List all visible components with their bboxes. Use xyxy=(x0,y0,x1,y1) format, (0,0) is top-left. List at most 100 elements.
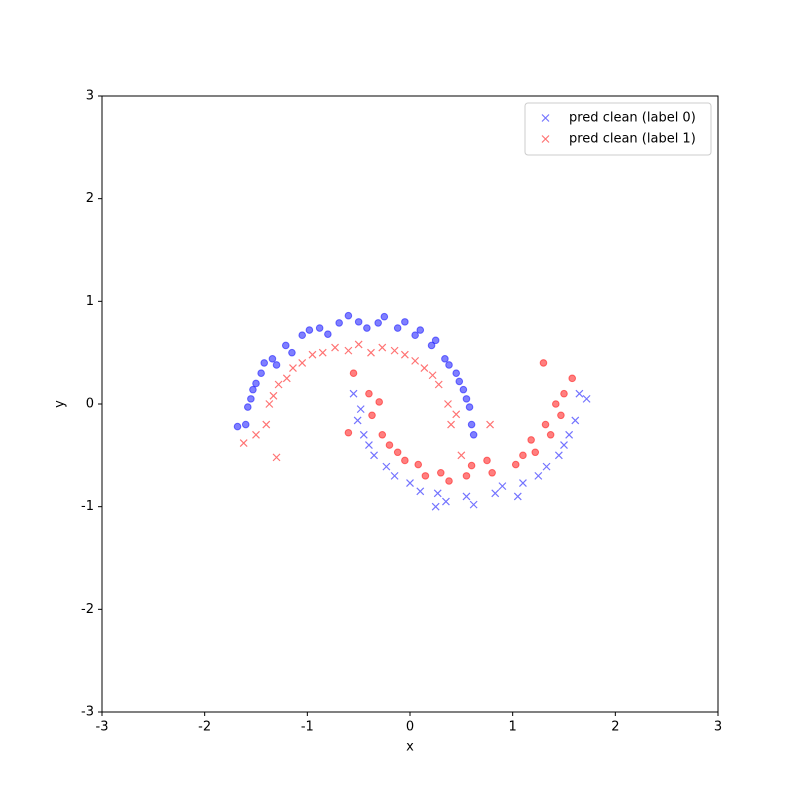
point xyxy=(305,326,314,334)
point xyxy=(427,341,436,350)
point xyxy=(433,489,442,498)
point xyxy=(298,331,307,340)
y-axis-label: y xyxy=(53,400,68,408)
point xyxy=(382,462,391,471)
point xyxy=(344,428,353,437)
point xyxy=(274,380,283,389)
point xyxy=(243,403,252,411)
point xyxy=(527,436,535,444)
point xyxy=(289,364,297,372)
x-tick-label: 3 xyxy=(714,720,722,735)
point xyxy=(416,326,425,334)
point xyxy=(467,420,476,429)
point xyxy=(452,369,461,378)
point xyxy=(239,439,248,447)
point xyxy=(390,471,399,480)
point xyxy=(368,411,376,420)
point xyxy=(445,361,453,369)
point xyxy=(282,374,291,383)
y-tick-label: -2 xyxy=(81,602,94,617)
point xyxy=(469,500,478,509)
point xyxy=(420,364,429,372)
point xyxy=(465,403,474,411)
point xyxy=(288,348,296,357)
point xyxy=(252,430,260,439)
point xyxy=(428,371,437,380)
point xyxy=(378,343,387,352)
point xyxy=(441,355,449,363)
point xyxy=(462,492,471,501)
point xyxy=(380,312,389,321)
point xyxy=(393,324,402,332)
point xyxy=(385,441,394,449)
x-axis-label: x xyxy=(406,740,414,755)
point xyxy=(462,395,471,403)
point xyxy=(437,468,445,477)
point xyxy=(568,374,577,383)
point xyxy=(344,311,353,320)
point xyxy=(557,411,565,420)
x-tick-label: -3 xyxy=(96,720,109,735)
point xyxy=(498,482,507,491)
legend-marker xyxy=(541,135,550,143)
plot-frame xyxy=(101,95,719,713)
y-tick-label: 1 xyxy=(86,294,94,309)
point xyxy=(401,456,409,465)
point xyxy=(363,324,371,332)
point xyxy=(233,422,242,431)
point xyxy=(411,356,420,365)
point xyxy=(252,379,260,388)
point xyxy=(249,385,257,394)
point xyxy=(546,431,555,439)
point xyxy=(315,324,324,332)
point xyxy=(571,416,580,425)
x-tick-label: 1 xyxy=(509,720,517,735)
legend-box xyxy=(524,102,712,156)
point xyxy=(513,492,522,501)
x-tick-label: 0 xyxy=(406,720,414,735)
point xyxy=(400,350,409,359)
legend-label: pred clean (label 1) xyxy=(569,132,696,147)
point xyxy=(406,479,414,487)
point xyxy=(551,400,560,408)
point xyxy=(356,405,365,414)
point xyxy=(354,340,363,349)
point xyxy=(539,359,548,367)
point xyxy=(421,472,430,480)
point xyxy=(467,461,476,470)
point xyxy=(483,456,491,465)
point xyxy=(344,346,353,355)
point xyxy=(459,385,468,394)
point xyxy=(247,395,255,403)
point xyxy=(442,497,450,506)
legend-marker xyxy=(541,114,550,122)
point xyxy=(390,346,399,355)
y-tick-label: 0 xyxy=(86,397,94,412)
point xyxy=(393,448,402,457)
y-tick-label: -3 xyxy=(81,705,94,720)
point xyxy=(434,380,443,389)
point xyxy=(455,377,464,386)
point xyxy=(519,479,527,487)
point xyxy=(272,361,281,369)
point xyxy=(416,487,425,496)
point xyxy=(431,336,440,345)
point xyxy=(445,477,453,485)
point xyxy=(268,355,277,363)
legend-label: pred clean (label 0) xyxy=(569,111,696,126)
point xyxy=(531,448,540,457)
point xyxy=(431,502,440,511)
point xyxy=(541,420,550,429)
point xyxy=(370,451,378,460)
point xyxy=(353,416,362,425)
point xyxy=(260,359,269,367)
point xyxy=(560,389,568,398)
x-tick-label: -1 xyxy=(301,720,314,735)
y-tick-label: 3 xyxy=(86,89,94,104)
point xyxy=(486,420,495,429)
point xyxy=(365,441,373,449)
point xyxy=(324,330,332,338)
point xyxy=(378,431,387,439)
point xyxy=(542,462,551,471)
